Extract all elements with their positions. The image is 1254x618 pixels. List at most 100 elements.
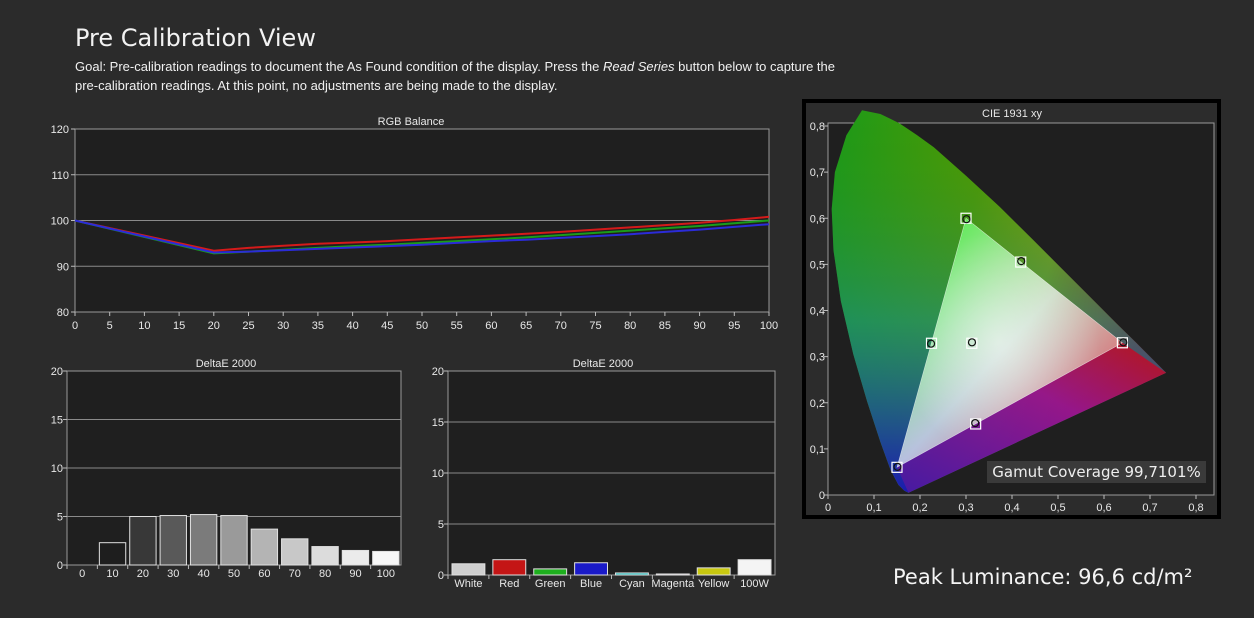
cie-y-tick-label: 0,1: [810, 444, 825, 456]
deltae-color-x-tick-label: Green: [535, 578, 566, 590]
deltae-grayscale-x-tick-label: 80: [319, 568, 331, 580]
cie-measured-marker: [967, 338, 977, 347]
cie-ticks: 0 0,1 0,2 0,3 0,4 0,5 0,6 0,7 0,8 0 0,1 0,2 0,3 0,4 0,…: [810, 121, 1204, 514]
deltae-grayscale-y-tick-label: 5: [57, 512, 63, 524]
rgb-y-tick-label: 110: [51, 170, 69, 182]
cie-x-tick-label: 0,6: [1096, 502, 1111, 514]
cie-markers: [891, 212, 1129, 473]
deltae-color-x-tick-label: Magenta: [651, 578, 695, 590]
rgb-x-tick-label: 95: [728, 320, 740, 332]
deltae-grayscale-x-tick-label: 40: [198, 568, 210, 580]
goal-text-suffix: button below to capture the pre-calibrat…: [75, 59, 836, 93]
cie-gamut-outline: [896, 217, 1123, 468]
rgb-x-tick-label: 25: [242, 320, 254, 332]
cie-target-marker: [960, 212, 972, 224]
deltae-color-y-tick-label: 15: [432, 417, 444, 429]
rgb-y-tick-label: 80: [57, 307, 69, 319]
deltae-color-bar: [451, 563, 486, 576]
deltae-color-y-tick-label: 20: [432, 366, 444, 378]
rgb-balance-series: [74, 215, 770, 255]
rgb-balance-grid: [75, 174, 769, 267]
cie-y-tick-label: 0,7: [810, 167, 825, 179]
cie-y-tick-label: 0: [819, 490, 825, 502]
deltae-grayscale-y-tick-label: 0: [57, 560, 63, 572]
rgb-x-tick-label: 20: [208, 320, 220, 332]
deltae-color-chart: DeltaE 2000 0 5 10 15 20 White Red Green Blue Cya…: [432, 358, 776, 590]
goal-description: Goal: Pre-calibration readings to docume…: [75, 57, 835, 95]
deltae-color-x-tick-label: Cyan: [619, 578, 645, 590]
deltae-grayscale-y-tick-label: 10: [51, 463, 63, 475]
cie-y-tick-label: 0,2: [810, 398, 825, 410]
rgb-x-tick-label: 65: [520, 320, 532, 332]
cie-locus-purple-shade: [897, 342, 1167, 493]
cie-x-tick-label: 0,2: [912, 502, 927, 514]
deltae-color-y-tick-label: 10: [432, 468, 444, 480]
deltae-grayscale-title: DeltaE 2000: [196, 358, 257, 370]
deltae-grayscale-x-tick-label: 100: [377, 568, 395, 580]
cie-gamut-triangle: [896, 217, 1123, 468]
rgb-x-tick-label: 70: [555, 320, 567, 332]
deltae-grayscale-bar: [189, 514, 218, 566]
deltae-grayscale-bar: [98, 542, 127, 566]
deltae-color-x-tick-label: Blue: [580, 578, 602, 590]
deltae-grayscale-x-tick-label: 60: [258, 568, 270, 580]
rgb-series-line-0: [74, 215, 770, 252]
deltae-color-x-tick-label: Red: [499, 578, 519, 590]
rgb-x-tick-label: 55: [451, 320, 463, 332]
deltae-color-title: DeltaE 2000: [573, 358, 634, 370]
cie-title: CIE 1931 xy: [982, 108, 1042, 120]
cie-x-tick-label: 0,4: [1004, 502, 1019, 514]
rgb-y-tick-label: 100: [51, 216, 69, 228]
deltae-grayscale-y-tick-label: 20: [51, 366, 63, 378]
deltae-color-bar: [574, 562, 608, 576]
deltae-color-bar: [615, 572, 649, 576]
rgb-x-tick-label: 5: [107, 320, 113, 332]
cie-x-tick-label: 0,1: [866, 502, 881, 514]
deltae-grayscale-bar: [341, 549, 370, 566]
deltae-grayscale-y-tick-label: 15: [51, 415, 63, 427]
deltae-grayscale-bar: [250, 528, 279, 566]
deltae-grayscale-bar: [311, 546, 339, 566]
peak-luminance: Peak Luminance: 96,6 cd/m²: [893, 565, 1193, 589]
deltae-grayscale-ticks: 0 5 10 15 20 0 10 20 30 40 50 60 70 80 90 100: [51, 366, 395, 580]
cie-target-marker: [891, 461, 903, 473]
deltae-grayscale-bar: [281, 538, 309, 566]
rgb-x-tick-label: 50: [416, 320, 428, 332]
deltae-grayscale-bar: [220, 515, 248, 566]
deltae-grayscale-bar: [372, 550, 400, 566]
deltae-color-grid: [448, 421, 775, 525]
cie-measured-marker: [926, 339, 936, 348]
cie-x-tick-label: 0,8: [1188, 502, 1203, 514]
cie-measured-marker: [1017, 257, 1026, 266]
deltae-grayscale-bar: [129, 516, 157, 566]
deltae-grayscale-x-tick-label: 30: [167, 568, 179, 580]
cie-y-tick-label: 0,3: [810, 352, 825, 364]
read-series-emphasis: Read Series: [603, 59, 675, 74]
cie-target-marker: [970, 418, 982, 430]
deltae-color-bar: [655, 573, 690, 576]
cie-x-tick-label: 0: [825, 502, 831, 514]
rgb-x-tick-label: 85: [659, 320, 671, 332]
cie-y-tick-label: 0,6: [810, 213, 825, 225]
deltae-color-bar: [737, 559, 772, 576]
deltae-color-y-tick-label: 5: [438, 519, 444, 531]
page-title: Pre Calibration View: [75, 24, 316, 52]
deltae-grayscale-bars: [98, 514, 400, 566]
deltae-color-ticks: 0 5 10 15 20 White Red Green Blue Cyan Magenta Yell…: [432, 366, 770, 590]
rgb-y-tick-label: 120: [51, 124, 69, 136]
deltae-color-bar: [696, 567, 731, 576]
rgb-x-tick-label: 15: [173, 320, 185, 332]
rgb-x-tick-label: 80: [624, 320, 636, 332]
deltae-grayscale-x-tick-label: 0: [79, 568, 85, 580]
cie-y-tick-label: 0,4: [810, 306, 825, 318]
deltae-color-bar: [533, 568, 568, 576]
rgb-x-tick-label: 90: [693, 320, 705, 332]
cie-x-tick-label: 0,3: [958, 502, 973, 514]
rgb-x-tick-label: 35: [312, 320, 324, 332]
deltae-color-y-tick-label: 0: [438, 570, 444, 582]
deltae-grayscale-x-tick-label: 20: [137, 568, 149, 580]
goal-text-prefix: Goal: Pre-calibration readings to docume…: [75, 59, 604, 74]
rgb-series-line-2: [74, 219, 770, 254]
deltae-grayscale-x-tick-label: 70: [289, 568, 301, 580]
